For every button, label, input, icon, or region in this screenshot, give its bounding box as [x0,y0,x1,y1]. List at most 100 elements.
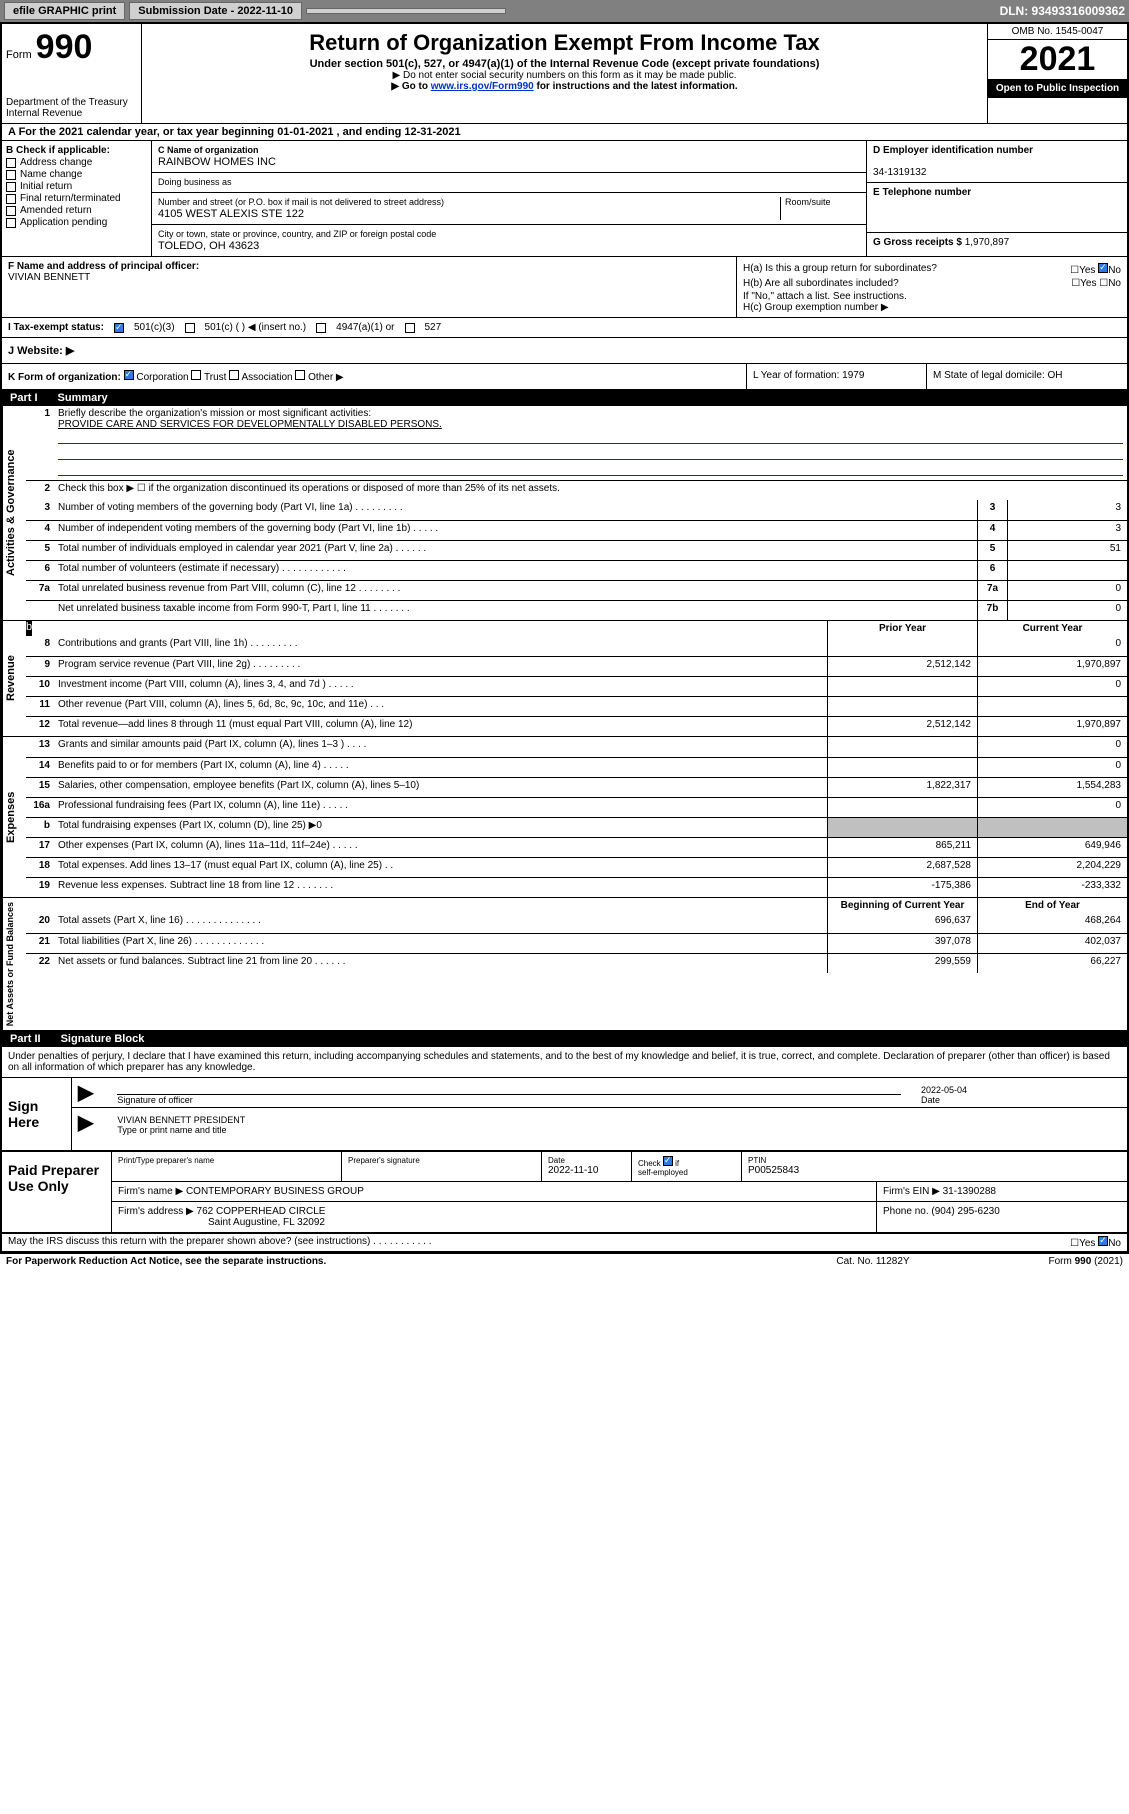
prior-year-head: Prior Year [827,621,977,636]
exp-current: -233,332 [977,878,1127,897]
exp-line-desc: Total expenses. Add lines 13–17 (must eq… [54,858,827,877]
ha-no-checkbox[interactable] [1098,263,1108,273]
gov-line-key: 4 [977,521,1007,540]
officer-label: F Name and address of principal officer: [8,261,199,272]
corp-checkbox[interactable] [124,370,134,380]
exp-line-desc: Grants and similar amounts paid (Part IX… [54,737,827,757]
assoc-checkbox[interactable] [229,370,239,380]
website-label: J Website: ▶ [8,344,74,357]
self-employed-checkbox[interactable] [663,1156,673,1166]
colb-checkbox[interactable] [6,206,16,216]
top-toolbar: efile GRAPHIC print Submission Date - 20… [0,0,1129,22]
discuss-no-checkbox[interactable] [1098,1236,1108,1246]
exp-current: 2,204,229 [977,858,1127,877]
firm-ein: 31-1390288 [943,1186,996,1197]
sig-officer-label: Signature of officer [117,1095,192,1105]
dln-text: DLN: 93493316009362 [1000,4,1125,18]
org-name: RAINBOW HOMES INC [158,156,276,168]
gov-line-val: 0 [1007,581,1127,600]
prep-date-label: Date [548,1156,625,1165]
gov-line-val: 3 [1007,521,1127,540]
prep-date: 2022-11-10 [548,1165,598,1176]
form-title-box: Return of Organization Exempt From Incom… [142,24,987,123]
gov-line-desc: Total number of individuals employed in … [54,541,977,560]
sign-here-label: Sign Here [2,1078,72,1150]
tax-year: 2021 [988,40,1127,79]
exp-line-desc: Revenue less expenses. Subtract line 18 … [54,878,827,897]
dba-label: Doing business as [158,177,232,187]
extra-btn[interactable] [306,8,506,14]
501c3-checkbox[interactable] [114,323,124,333]
street-value: 4105 WEST ALEXIS STE 122 [158,208,304,220]
gov-line-desc: Number of independent voting members of … [54,521,977,540]
exp-current [977,818,1127,837]
hb-note: If "No," attach a list. See instructions… [743,291,1121,302]
netassets-rows: Beginning of Current Year End of Year 20… [26,898,1127,1030]
exp-line-desc: Other expenses (Part IX, column (A), lin… [54,838,827,857]
rev-line-desc: Investment income (Part VIII, column (A)… [54,677,827,696]
net-line-desc: Net assets or fund balances. Subtract li… [54,954,827,973]
rev-current [977,697,1127,716]
rev-prior [827,636,977,656]
col-l-year: L Year of formation: 1979 [747,364,927,389]
gross-label: G Gross receipts $ [873,237,962,248]
paid-preparer-fields: Print/Type preparer's name Preparer's si… [112,1152,1127,1232]
revenue-tab: Revenue [2,621,26,736]
firm-addr2: Saint Augustine, FL 32092 [208,1217,325,1228]
name-label: Type or print name and title [117,1125,226,1135]
row-tax-status: I Tax-exempt status: 501(c)(3) 501(c) ( … [2,318,1127,338]
rev-prior [827,697,977,716]
row-website: J Website: ▶ [2,338,1127,364]
firm-name-label: Firm's name ▶ [118,1186,183,1197]
gov-line-desc: Total number of volunteers (estimate if … [54,561,977,580]
caret-icon: ▶ [78,1080,93,1105]
other-checkbox[interactable] [295,370,305,380]
col-c-org: C Name of organization RAINBOW HOMES INC… [152,141,867,256]
colb-checkbox[interactable] [6,194,16,204]
colb-checkbox[interactable] [6,182,16,192]
city-label: City or town, state or province, country… [158,229,436,239]
sign-fields: ▶ Signature of officer 2022-05-04 Date ▶… [72,1078,1127,1150]
date-label: Date [921,1095,940,1105]
net-begin: 299,559 [827,954,977,973]
colb-checkbox[interactable] [6,170,16,180]
irs-link[interactable]: www.irs.gov/Form990 [431,81,534,92]
trust-checkbox[interactable] [191,370,201,380]
street-label: Number and street (or P.O. box if mail i… [158,197,444,207]
caret-icon: ▶ [78,1110,93,1135]
firm-name: CONTEMPORARY BUSINESS GROUP [186,1186,364,1197]
gov-line-desc: Net unrelated business taxable income fr… [54,601,977,620]
prep-sig-label: Preparer's signature [348,1156,535,1165]
527-checkbox[interactable] [405,323,415,333]
exp-prior: 865,211 [827,838,977,857]
tax-label: I Tax-exempt status: [8,322,104,333]
self-employed-label: Check ifself-employed [638,1156,735,1177]
exp-prior [827,798,977,817]
hc-label: H(c) Group exemption number ▶ [743,302,1121,313]
col-b-checkboxes: B Check if applicable: Address changeNam… [2,141,152,256]
begin-year-head: Beginning of Current Year [827,898,977,913]
4947-checkbox[interactable] [316,323,326,333]
colb-checkbox[interactable] [6,158,16,168]
colb-checkbox[interactable] [6,218,16,228]
city-value: TOLEDO, OH 43623 [158,240,259,252]
501c-checkbox[interactable] [185,323,195,333]
penalties-text: Under penalties of perjury, I declare th… [2,1047,1127,1078]
ha-label: H(a) Is this a group return for subordin… [743,263,937,276]
ptin-value: P00525843 [748,1165,799,1176]
firm-phone: (904) 295-6230 [931,1206,999,1217]
firm-addr1: 762 COPPERHEAD CIRCLE [197,1206,326,1217]
submission-btn[interactable]: Submission Date - 2022-11-10 [129,2,302,20]
efile-btn[interactable]: efile GRAPHIC print [4,2,125,20]
exp-prior [827,737,977,757]
net-end: 468,264 [977,913,1127,933]
exp-current: 0 [977,758,1127,777]
col-d-ein: D Employer identification number 34-1319… [867,141,1127,256]
rev-current: 0 [977,636,1127,656]
gov-line-key: 3 [977,500,1007,520]
exp-current: 0 [977,737,1127,757]
paid-preparer-label: Paid Preparer Use Only [2,1152,112,1232]
row-a-period: A For the 2021 calendar year, or tax yea… [2,124,1127,141]
form-990-footer: Form 990 (2021) [973,1256,1123,1267]
ptin-label: PTIN [748,1156,1121,1165]
